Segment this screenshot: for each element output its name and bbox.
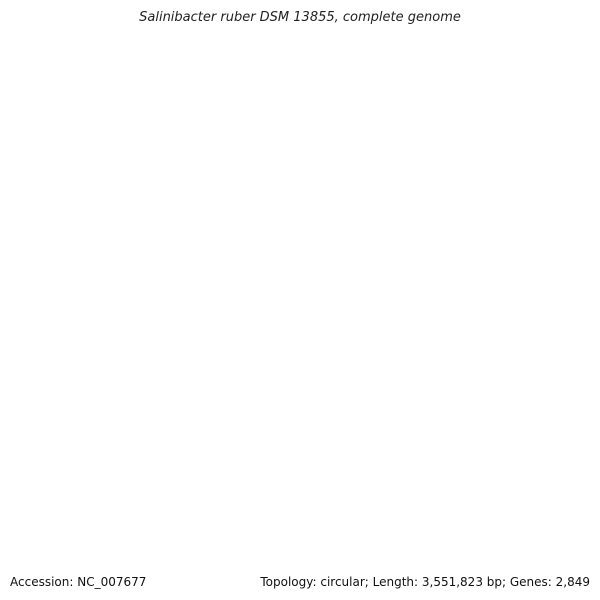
accession-text: Accession: NC_007677 — [10, 575, 147, 589]
map-title: Salinibacter ruber DSM 13855, complete g… — [139, 10, 461, 25]
genome-summary-text: Topology: circular; Length: 3,551,823 bp… — [260, 575, 590, 589]
